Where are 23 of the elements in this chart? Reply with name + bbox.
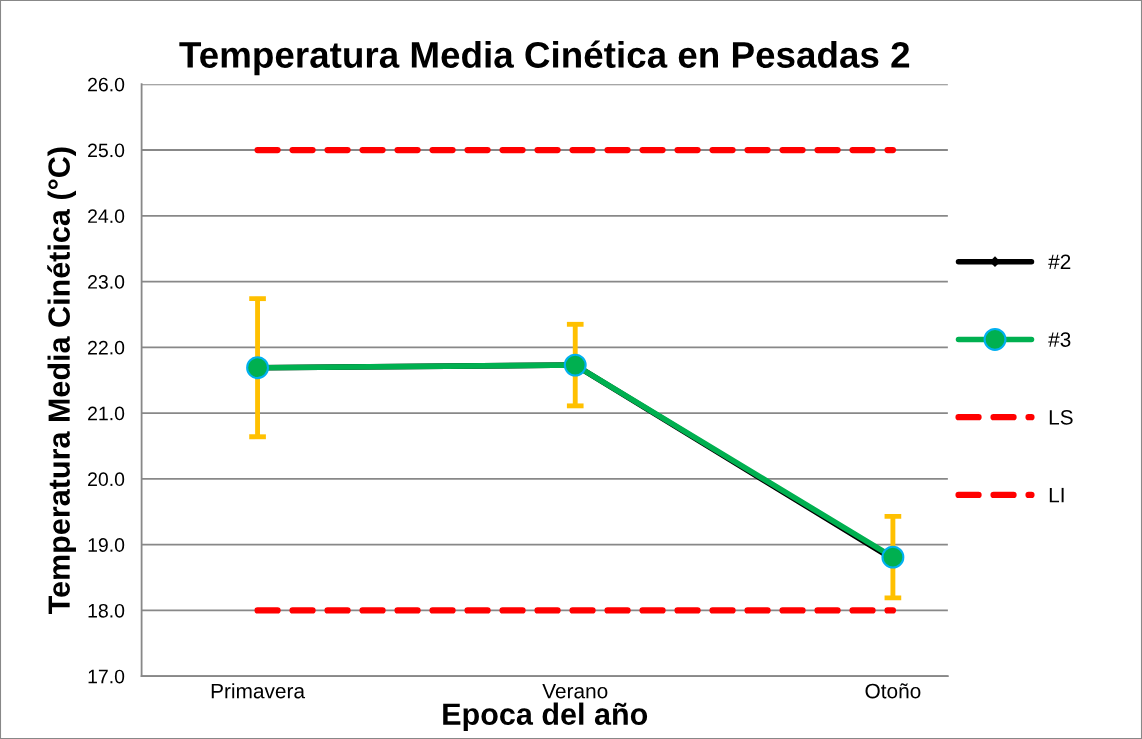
y-tick-label: 17.0 bbox=[88, 669, 125, 684]
y-tick-label: 25.0 bbox=[88, 143, 125, 158]
legend-label: #3 bbox=[1048, 332, 1071, 347]
y-tick-label: 19.0 bbox=[88, 538, 125, 552]
y-tick-label: 26.0 bbox=[88, 77, 125, 92]
y-tick-label: 24.0 bbox=[88, 209, 125, 224]
point bbox=[881, 545, 905, 569]
point bbox=[246, 356, 270, 380]
x-tick-label: Primavera bbox=[211, 683, 306, 699]
legend-label: LS bbox=[1049, 409, 1073, 425]
y-axis-title: Temperatura Media Cinética (°C) bbox=[47, 147, 76, 615]
point bbox=[563, 353, 587, 377]
y-tick-label: 18.0 bbox=[88, 603, 125, 618]
x-axis-title: Epoca del año bbox=[443, 702, 648, 732]
y-tick-label: 20.0 bbox=[88, 472, 125, 487]
chart-title: Temperatura Media Cinética en Pesadas 2 bbox=[179, 40, 910, 76]
x-tick-label: Verano bbox=[542, 683, 608, 699]
y-tick-label: 22.0 bbox=[88, 340, 125, 355]
legend-label: #2 bbox=[1048, 254, 1071, 269]
legend-label: LI bbox=[1049, 487, 1064, 503]
y-tick-label: 21.0 bbox=[88, 406, 125, 421]
y-tick-label: 23.0 bbox=[88, 275, 125, 289]
x-tick-label: Otoño bbox=[865, 683, 921, 699]
